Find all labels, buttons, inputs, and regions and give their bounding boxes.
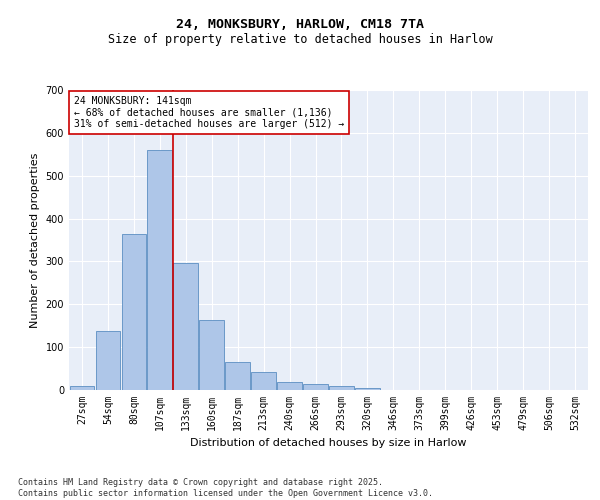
Bar (148, 150, 172, 390)
Text: 24 MONKSBURY: 141sqm
← 68% of detached houses are smaller (1,136)
31% of semi-de: 24 MONKSBURY: 141sqm ← 68% of detached h… (74, 96, 344, 129)
Bar (329, 386, 354, 390)
Bar (303, 384, 328, 390)
Bar (277, 382, 302, 390)
Bar (226, 362, 250, 390)
Y-axis label: Number of detached properties: Number of detached properties (30, 152, 40, 328)
Bar (70, 386, 94, 390)
Bar (199, 320, 224, 390)
Bar (251, 372, 276, 390)
Text: 24, MONKSBURY, HARLOW, CM18 7TA: 24, MONKSBURY, HARLOW, CM18 7TA (176, 18, 424, 30)
Bar (173, 262, 198, 390)
Bar (95, 332, 120, 390)
Bar (122, 234, 146, 390)
Text: Contains HM Land Registry data © Crown copyright and database right 2025.
Contai: Contains HM Land Registry data © Crown c… (18, 478, 433, 498)
Bar (355, 388, 380, 390)
Text: Size of property relative to detached houses in Harlow: Size of property relative to detached ho… (107, 32, 493, 46)
X-axis label: Distribution of detached houses by size in Harlow: Distribution of detached houses by size … (190, 438, 467, 448)
